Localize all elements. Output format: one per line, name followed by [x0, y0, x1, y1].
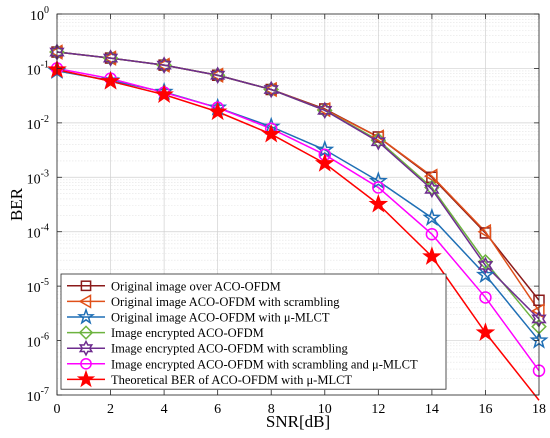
pentagram-marker	[315, 153, 335, 172]
series-lines	[56, 51, 540, 401]
hexagram-marker	[424, 180, 440, 199]
legend-label: Theoretical BER of ACO-OFDM with μ-MLCT	[111, 373, 352, 387]
legend: Original image over ACO-OFDM Original ima…	[60, 273, 447, 390]
y-tick-label: 10-3	[27, 168, 49, 187]
legend-item: Theoretical BER of ACO-OFDM with μ-MLCT	[67, 369, 352, 388]
pentagram-marker	[475, 322, 496, 341]
x-tick-label: 8	[268, 402, 275, 417]
x-tick-label: 12	[371, 402, 385, 417]
diamond-marker	[477, 253, 494, 270]
circle-marker	[479, 291, 492, 304]
x-tick-label: 6	[214, 402, 221, 417]
hexagram-marker	[317, 101, 333, 120]
pentagram-marker	[76, 369, 96, 388]
circle-marker	[425, 227, 439, 241]
x-tick-label: 18	[532, 402, 546, 417]
x-tick-label: 10	[318, 402, 332, 417]
star-marker	[77, 307, 95, 325]
y-tick-labels: 100 10-1 10-2 10-3 10-4 10-5 10-6 10-7	[27, 5, 49, 405]
series-points-4	[49, 43, 547, 328]
series-markers	[47, 43, 549, 377]
x-tick-label: 0	[54, 402, 61, 417]
legend-item: Image encrypted ACO-OFDM with scrambling…	[67, 357, 418, 371]
y-tick-label: 10-4	[27, 223, 49, 242]
legend-item: Original image ACO-OFDM with μ-MLCT	[67, 307, 330, 325]
y-tick-label: 10-2	[27, 114, 49, 133]
x-axis-title: SNR[dB]	[266, 412, 330, 431]
y-tick-label: 10-7	[27, 386, 49, 405]
legend-item: Original image over ACO-OFDM	[67, 279, 281, 293]
legend-label: Image encrypted ACO-OFDM	[111, 326, 264, 340]
series-line-6	[56, 68, 540, 401]
y-tick-label: 100	[30, 5, 49, 24]
square-marker	[80, 280, 92, 292]
x-tick-labels: 0 2 4 6 8 10 12 14 16 18	[54, 402, 547, 417]
axis-ticks	[56, 13, 540, 396]
circle-marker	[372, 181, 385, 194]
legend-box	[60, 273, 447, 390]
star-marker	[368, 171, 388, 190]
circle-marker	[80, 357, 92, 370]
series-line-5	[56, 67, 540, 372]
hexagram-marker	[477, 256, 494, 275]
legend-label: Original image ACO-OFDM with μ-MLCT	[111, 311, 330, 325]
pentagram-marker	[207, 101, 228, 121]
hexagram-marker	[156, 56, 172, 74]
star-marker	[315, 139, 335, 158]
y-tick-label: 10-6	[27, 332, 49, 351]
pentagram-marker	[261, 123, 281, 143]
x-tick-label: 14	[425, 402, 439, 417]
series-line-4	[56, 51, 540, 320]
legend-label: Original image ACO-OFDM with scrambling	[111, 295, 340, 309]
x-tick-label: 4	[161, 402, 168, 417]
legend-label: Original image over ACO-OFDM	[111, 279, 281, 293]
diamond-marker	[78, 325, 94, 340]
hexagram-marker	[78, 339, 94, 357]
hexagram-marker	[209, 66, 226, 85]
triangle-left-marker	[423, 168, 438, 184]
pentagram-marker	[100, 71, 121, 90]
legend-item: Original image ACO-OFDM with scrambling	[67, 294, 340, 309]
hexagram-marker	[370, 132, 387, 151]
x-tick-label: 2	[107, 402, 114, 417]
y-tick-label: 10-5	[27, 277, 49, 296]
hexagram-marker	[102, 49, 119, 67]
star-marker	[422, 207, 442, 226]
legend-item: Image encrypted ACO-OFDM with scrambling	[67, 339, 349, 357]
y-tick-label: 10-1	[27, 59, 49, 78]
star-marker	[475, 264, 495, 284]
x-tick-label: 16	[478, 402, 492, 417]
pentagram-marker	[368, 193, 389, 213]
triangle-left-marker	[78, 294, 92, 309]
plot-frame	[56, 13, 540, 396]
legend-label: Image encrypted ACO-OFDM with scrambling…	[111, 357, 418, 371]
legend-label: Image encrypted ACO-OFDM with scrambling	[111, 342, 349, 356]
pentagram-marker	[422, 246, 442, 265]
legend-item: Image encrypted ACO-OFDM	[67, 325, 264, 340]
hexagram-marker	[263, 80, 279, 99]
triangle-left-marker	[477, 223, 492, 240]
y-axis-title: BER	[7, 187, 26, 221]
pentagram-marker	[154, 84, 174, 103]
